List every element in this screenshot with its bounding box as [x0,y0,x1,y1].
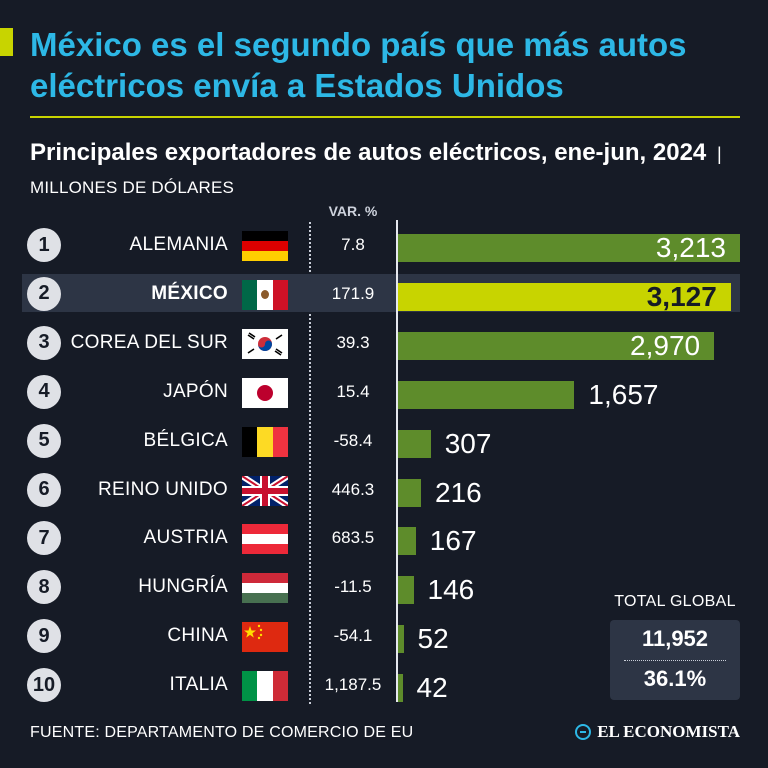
country-label: BÉLGICA [143,429,228,451]
country-label: HUNGRÍA [138,576,228,598]
rank-badge: 10 [27,668,61,703]
rank-badge: 5 [27,423,61,458]
chart-row: 4 JAPÓN 15.4 1,657 [0,373,768,411]
country-label: CHINA [167,625,228,647]
var-pct: 446.3 [331,479,375,499]
rank-badge: 4 [27,374,61,409]
value-label: 42 [416,672,448,704]
bar [398,234,740,262]
chart-row: 1 ALEMANIA 7.8 3,213 [0,226,768,264]
subtitle-main: Principales exportadores de autos eléctr… [30,139,707,166]
rank-badge: 2 [27,276,61,311]
chart-row: 5 BÉLGICA -58.4 307 [0,422,768,460]
chart-row: 6 REINO UNIDO 446.3 216 [0,471,768,509]
brand-logo: EL ECONOMISTA [575,722,740,742]
country-label: REINO UNIDO [98,478,228,500]
var-pct: 683.5 [331,528,375,548]
chart-subtitle: Principales exportadores de autos eléctr… [30,137,750,204]
column-divider [309,222,311,704]
brand-name: EL ECONOMISTA [597,722,740,741]
chart-row: 10 ITALIA 1,187.5 42 [0,666,768,704]
var-pct: 7.8 [341,235,365,254]
chart-row: 2 MÉXICO 171.9 3,127 [0,275,768,313]
rank-badge: 6 [27,472,61,507]
rank-badge: 1 [27,228,61,262]
var-column-header: VAR. % [328,203,378,219]
total-label: TOTAL GLOBAL [614,593,736,610]
var-pct: 171.9 [331,283,375,303]
value-label: 3,213 [655,232,726,263]
var-pct: 39.3 [336,332,370,352]
source-note: FUENTE: DEPARTAMENTO DE COMERCIO DE EU [30,724,414,741]
headline-rule [30,116,740,118]
total-box: 11,952 36.1% [610,620,740,700]
var-pct: -11.5 [334,577,372,597]
var-pct: 1,187.5 [324,675,382,695]
total-divider [624,660,726,661]
chart-row: 8 HUNGRÍA -11.5 146 [0,568,768,606]
subtitle-separator: | [716,144,722,164]
value-label: 167 [429,525,477,557]
chart-row: 7 AUSTRIA 683.5 167 [0,519,768,557]
var-pct: -54.1 [333,626,373,646]
value-label: 3,127 [646,280,717,312]
bar [398,478,421,507]
bar-axis-line [396,220,398,702]
value-label: 1,657 [588,378,659,410]
value-label: 307 [444,427,492,459]
chart-row: 3 COREA DEL SUR 39.3 2,970 [0,324,768,362]
value-label: 52 [417,623,449,655]
rank-badge: 3 [27,325,61,360]
total-var: 36.1% [643,666,707,691]
country-label: AUSTRIA [143,527,228,549]
var-pct: 15.4 [336,381,370,401]
bar [398,674,403,703]
country-label: MÉXICO [151,282,228,304]
var-pct: -58.4 [333,430,373,450]
headline: México es el segundo país que más autos … [30,26,687,104]
bar [398,429,431,458]
value-label: 216 [435,476,482,508]
bar [398,380,575,409]
bar [398,282,731,311]
bar [398,527,416,556]
bar [398,576,414,605]
brand-icon [575,724,592,740]
country-label: ALEMANIA [129,234,228,255]
country-label: JAPÓN [163,380,228,402]
bar [398,625,404,654]
country-label: COREA DEL SUR [70,331,228,353]
value-label: 2,970 [630,329,701,361]
subtitle-units: MILLONES DE DÓLARES [30,178,235,197]
accent-bar [0,28,13,56]
value-label: 146 [427,574,475,606]
bar [398,331,715,360]
total-value: 11,952 [641,626,709,651]
rank-badge: 8 [27,570,61,605]
country-label: ITALIA [169,674,228,696]
chart-row: 9 CHINA -54.1 52 [0,617,768,655]
rank-badge: 9 [27,619,61,654]
rank-badge: 7 [27,521,61,556]
